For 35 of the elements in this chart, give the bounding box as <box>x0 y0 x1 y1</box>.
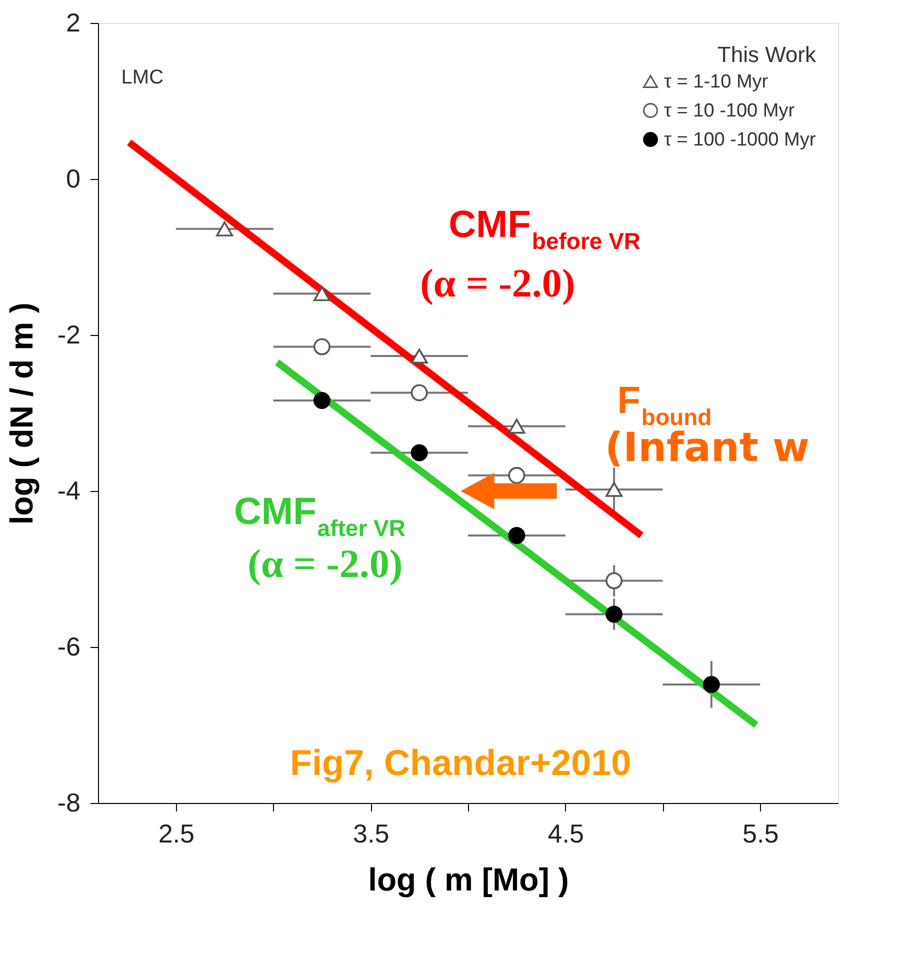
point <box>606 606 623 623</box>
point <box>216 221 234 236</box>
point <box>508 466 526 484</box>
x-tick-label: 5.5 <box>742 818 779 848</box>
point <box>508 526 526 544</box>
point <box>410 348 428 364</box>
legend-title: This Work <box>717 42 817 67</box>
point <box>410 384 428 402</box>
annotation: (α = -2.0) <box>248 541 403 586</box>
y-tick-label: -2 <box>57 320 80 350</box>
x-tick-label: 2.5 <box>158 818 194 848</box>
y-tick-label: 2 <box>66 8 80 38</box>
point <box>313 286 330 302</box>
point <box>606 572 623 590</box>
y-tick-label: -4 <box>57 476 80 506</box>
x-tick-label: 3.5 <box>353 818 390 848</box>
point <box>702 676 720 693</box>
point <box>606 482 623 497</box>
point <box>508 418 526 434</box>
annotation: (α = -2.0) <box>420 260 576 306</box>
annotation: (Infant w <box>604 424 810 471</box>
point <box>313 338 330 356</box>
x-tick-label: 4.5 <box>548 818 584 848</box>
legend-label: τ = 1-10 Myr <box>664 72 769 92</box>
point <box>313 392 330 409</box>
y-tick-label: -8 <box>57 788 80 818</box>
legend-label: τ = 10 -100 Myr <box>664 100 796 122</box>
legend-label: τ = 100 -1000 Myr <box>664 130 816 150</box>
y-axis-title: log ( dN / d m ) <box>3 302 40 525</box>
x-axis-title: log ( m [Mo] ) <box>368 862 569 898</box>
point <box>410 444 428 462</box>
y-tick-label: 0 <box>66 164 80 194</box>
y-tick-label: -6 <box>57 632 80 662</box>
annotation: Fig7, Chandar+2010 <box>290 742 632 783</box>
annotation: LMC <box>121 66 164 89</box>
